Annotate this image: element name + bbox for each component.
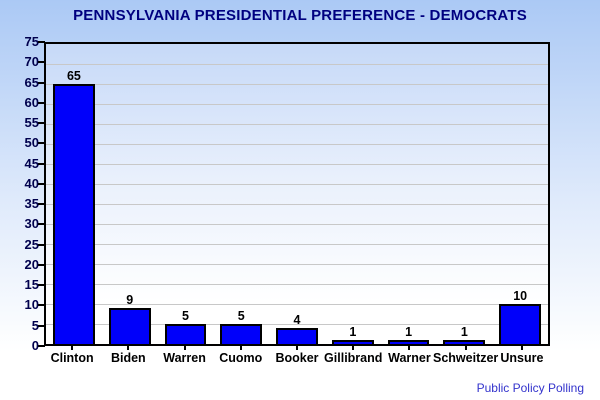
gridline: [46, 304, 548, 305]
x-axis-tick-mark: [183, 346, 186, 350]
y-axis-tick-label: 0: [31, 338, 39, 353]
category-label: Biden: [110, 351, 146, 365]
bar: [499, 304, 542, 344]
x-axis-tick-mark: [239, 346, 242, 350]
y-axis-tick-mark: [38, 101, 45, 104]
bar-value-label: 9: [126, 293, 134, 307]
bar-value-label: 5: [237, 309, 245, 323]
gridline: [46, 284, 548, 285]
bar: [276, 328, 318, 344]
category-label: Clinton: [50, 351, 94, 365]
y-axis-tick-label: 45: [24, 155, 39, 171]
y-axis-tick-mark: [38, 203, 45, 206]
x-axis-tick-mark: [520, 346, 523, 350]
bar-cell: 1: [325, 44, 381, 344]
bar: [164, 324, 207, 344]
bar-value-label: 1: [349, 325, 357, 340]
y-axis-tick-label: 55: [24, 115, 39, 131]
y-axis-tick-label: 15: [24, 277, 39, 293]
bar-cell: 10: [492, 44, 548, 344]
x-axis-tick-mark: [408, 346, 411, 350]
y-axis-tick-mark: [38, 61, 45, 64]
plot-area: 65 9 5 5 4 1 1 1 10: [44, 42, 550, 346]
attribution-text: Public Policy Polling: [476, 381, 584, 395]
category-label: Booker: [275, 351, 319, 365]
gridline: [46, 64, 548, 65]
y-axis-tick-mark: [38, 304, 45, 307]
x-axis-tick-mark: [127, 346, 130, 350]
y-axis-tick-label: 70: [24, 54, 39, 70]
category-label: Warren: [163, 351, 206, 365]
bar-cell: 1: [381, 44, 437, 344]
bar: [443, 340, 486, 344]
y-axis-tick-label: 20: [24, 256, 39, 272]
y-axis-tick-label: 25: [24, 236, 39, 252]
gridline: [46, 124, 548, 125]
x-axis-tick-mark: [352, 346, 355, 350]
gridline: [46, 244, 548, 245]
y-axis-tick-mark: [38, 324, 45, 327]
y-axis-tick-mark: [38, 345, 45, 347]
category-label: Unsure: [500, 351, 544, 365]
y-axis-tick-label: 30: [24, 216, 39, 232]
gridline: [46, 104, 548, 105]
bar: [52, 84, 95, 344]
x-axis-tick-mark: [71, 346, 74, 350]
y-axis-tick-label: 65: [24, 74, 39, 90]
bar-cell: 4: [269, 44, 325, 344]
gridline: [46, 184, 548, 185]
y-axis-tick-label: 40: [24, 175, 39, 191]
y-axis-tick-label: 35: [24, 196, 39, 212]
y-axis-tick-label: 10: [24, 297, 39, 313]
bar-cell: 5: [213, 44, 269, 344]
y-axis-tick-label: 75: [24, 34, 39, 49]
y-axis-tick-mark: [38, 243, 45, 246]
chart-title: PENNSYLVANIA PRESIDENTIAL PREFERENCE - D…: [73, 7, 527, 24]
gridline: [46, 84, 548, 85]
bar-cell: 65: [46, 44, 102, 344]
gridline: [46, 264, 548, 265]
category-label: Warner: [388, 351, 431, 365]
x-axis-tick-mark: [296, 346, 298, 350]
bar-value-label: 5: [181, 309, 189, 323]
bar-cell: 9: [102, 44, 158, 344]
x-axis-tick-mark: [464, 346, 467, 350]
category-label: Schweitzer: [433, 351, 499, 365]
y-axis-tick-mark: [38, 223, 45, 226]
y-axis-tick-label: 60: [24, 94, 39, 110]
bars-row: 65 9 5 5 4 1 1 1 10: [46, 44, 548, 344]
gridline: [46, 324, 548, 325]
bar-value-label: 1: [460, 325, 468, 340]
bar: [220, 324, 263, 344]
y-axis-tick-mark: [38, 182, 45, 185]
bar-value-label: 1: [405, 325, 413, 340]
y-axis-tick-mark: [38, 142, 45, 145]
gridline: [46, 144, 548, 145]
bar-value-label: 4: [293, 313, 301, 327]
y-axis-tick-mark: [38, 263, 45, 266]
y-axis-tick-mark: [38, 162, 45, 165]
y-axis-tick-mark: [38, 122, 45, 125]
category-label: Gillibrand: [324, 351, 383, 365]
gridline: [46, 224, 548, 225]
bar: [331, 340, 374, 344]
bar: [387, 340, 430, 344]
bar-value-label: 65: [66, 69, 81, 83]
y-axis-tick-label: 50: [24, 135, 39, 151]
bar-cell: 5: [158, 44, 214, 344]
y-axis-tick-mark: [38, 41, 45, 43]
category-label: Cuomo: [219, 351, 263, 365]
y-axis-tick-mark: [38, 81, 45, 84]
gridline: [46, 204, 548, 205]
y-axis-tick-label: 5: [31, 317, 39, 333]
bar-cell: 1: [436, 44, 492, 344]
bar-value-label: 10: [513, 289, 528, 303]
bar: [108, 308, 151, 344]
gridline: [46, 164, 548, 165]
y-axis-tick-mark: [38, 284, 45, 287]
